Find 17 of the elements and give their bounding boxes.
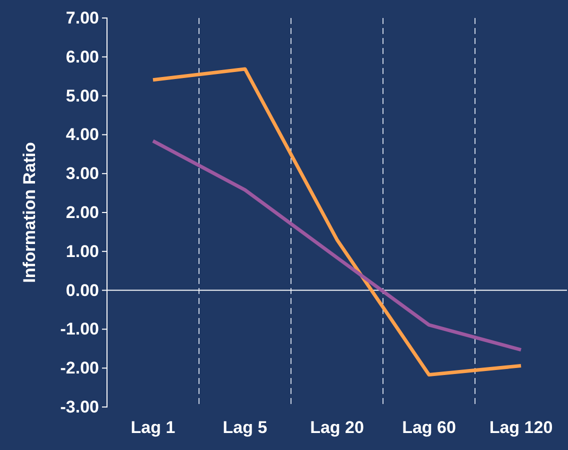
x-tick-label: Lag 120	[489, 418, 553, 438]
y-axis-title: Information Ratio	[20, 142, 39, 283]
y-tick-label: 2.00	[66, 202, 99, 222]
y-tick-label: 5.00	[66, 86, 99, 106]
x-tick-label: Lag 5	[222, 418, 268, 438]
y-tick-label: -2.00	[60, 358, 99, 378]
y-tick-label: 7.00	[66, 8, 99, 28]
x-tick-label: Lag 60	[402, 418, 456, 438]
y-tick-label: -1.00	[60, 320, 99, 339]
y-tick-label: 4.00	[66, 125, 99, 144]
x-tick-label: Lag 20	[310, 418, 364, 438]
y-tick-label: 0.00	[66, 280, 99, 300]
y-tick-label: 6.00	[66, 47, 99, 66]
x-tick-label: Lag 1	[130, 418, 176, 438]
y-tick-label: 1.00	[66, 242, 99, 261]
y-tick-label: -3.00	[60, 397, 99, 416]
y-tick-label: 3.00	[66, 164, 99, 184]
